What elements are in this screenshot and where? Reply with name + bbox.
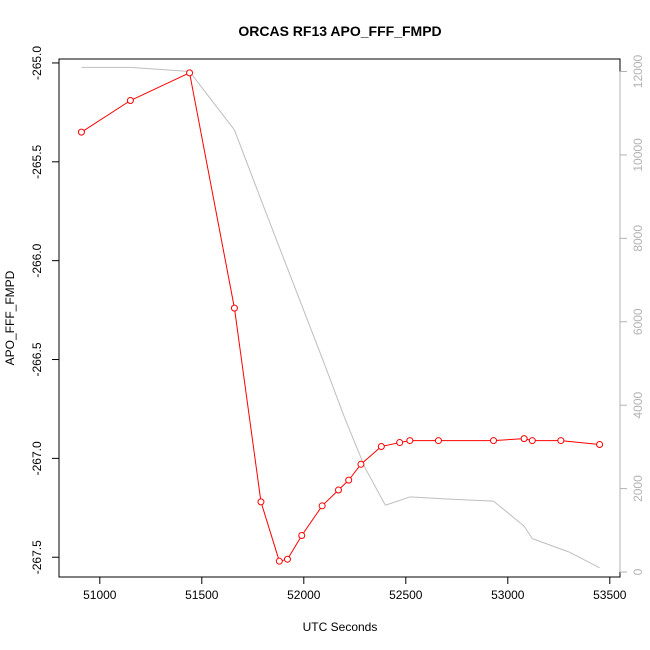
primary-line-segment [321,489,339,507]
primary-series [77,69,604,565]
data-point [257,498,265,506]
y-tick-label: -267.5 [30,540,44,574]
y-tick-label: -265.0 [30,46,44,80]
data-point [186,69,194,77]
data-point [528,437,536,445]
data-point [230,304,238,312]
secondary-line-segment [233,129,264,206]
data-point [318,502,326,510]
y-axis: -265.0 -265.5 -266.0 -266.5 -267.0 -267.5 [30,46,60,574]
y2-tick-label: 2000 [631,475,645,502]
data-point [520,435,528,443]
secondary-line-segment [446,498,494,502]
data-point [298,531,306,539]
data-point [406,437,414,445]
data-point [345,476,353,484]
plot-frame [58,58,621,578]
y-tick-label: -267.0 [30,441,44,475]
primary-line-segment [260,501,280,562]
data-point [77,128,85,136]
secondary-line-segment [130,66,190,73]
secondary-line-segment [385,496,411,506]
y2-tick-label: 10000 [631,138,645,172]
data-point [357,460,365,468]
x-tick-label: 53000 [491,588,525,602]
data-point [377,443,385,451]
secondary-line-segment [532,538,570,553]
x-tick-label: 52000 [287,588,321,602]
primary-line-segment [233,308,262,502]
primary-line-segment [81,100,131,133]
y2-tick-label: 6000 [631,308,645,335]
data-point [396,439,404,447]
x-tick-label: 53500 [593,588,627,602]
y-axis-label: APO_FFF_FMPD [3,270,17,365]
chart-title: ORCAS RF13 APO_FFF_FMPD [238,23,441,39]
y2-tick-label: 4000 [631,391,645,418]
data-point [283,555,291,563]
x-axis-label: UTC Seconds [303,620,378,634]
secondary-line-segment [344,417,366,468]
secondary-line-segment [493,500,525,527]
secondary-line-segment [262,204,295,285]
data-point [596,441,604,449]
y-tick-label: -265.5 [30,144,44,178]
data-point [334,486,342,494]
secondary-line-segment [364,467,386,506]
y-tick-label: -266.5 [30,342,44,376]
secondary-line-segment [523,525,533,539]
y2-tick-label: 8000 [631,225,645,252]
data-point [490,437,498,445]
x-tick-label: 51500 [185,588,219,602]
primary-line-segment [130,72,190,101]
data-point [126,97,134,105]
y2-axis: 0 2000 4000 6000 8000 10000 12000 [619,55,645,575]
secondary-line-segment [568,551,600,569]
data-point [275,557,283,565]
secondary-series [81,66,600,569]
secondary-line-segment [189,71,235,131]
x-axis: 51000 51500 52000 52500 53000 53500 [83,576,627,602]
data-point [557,437,565,445]
secondary-line-segment [293,284,325,364]
primary-line-segment [560,440,600,446]
primary-line-segment [301,505,323,536]
y-tick-label: -266.0 [30,243,44,277]
y2-tick-label: 0 [631,568,645,575]
data-point [434,437,442,445]
primary-line-segment [189,72,235,309]
primary-line-segment [493,438,525,442]
x-tick-label: 51000 [83,588,117,602]
primary-line-segment [360,446,382,465]
x-tick-label: 52500 [389,588,423,602]
secondary-line-segment [323,363,346,418]
primary-line-segment [287,535,303,560]
secondary-line-segment [409,496,447,500]
y2-tick-label: 12000 [631,55,645,89]
